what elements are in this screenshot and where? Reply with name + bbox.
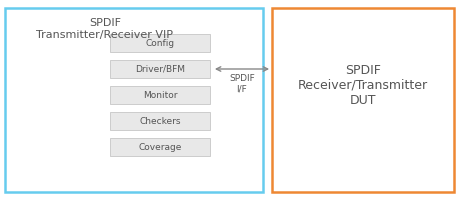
Bar	[110, 112, 210, 130]
Text: Checkers: Checkers	[139, 116, 180, 126]
Bar	[110, 34, 210, 52]
Text: Coverage: Coverage	[138, 142, 181, 152]
Text: SPDIF
I/F: SPDIF I/F	[229, 74, 254, 93]
Text: Driver/BFM: Driver/BFM	[134, 64, 185, 73]
Text: SPDIF
Receiver/Transmitter
DUT: SPDIF Receiver/Transmitter DUT	[297, 64, 427, 106]
Text: Monitor: Monitor	[142, 90, 177, 99]
Text: Config: Config	[145, 38, 174, 47]
Bar	[110, 138, 210, 156]
Bar	[271, 8, 453, 192]
Text: SPDIF
Transmitter/Receiver VIP: SPDIF Transmitter/Receiver VIP	[36, 18, 173, 40]
Bar	[110, 60, 210, 78]
Bar	[5, 8, 263, 192]
Bar	[110, 86, 210, 104]
